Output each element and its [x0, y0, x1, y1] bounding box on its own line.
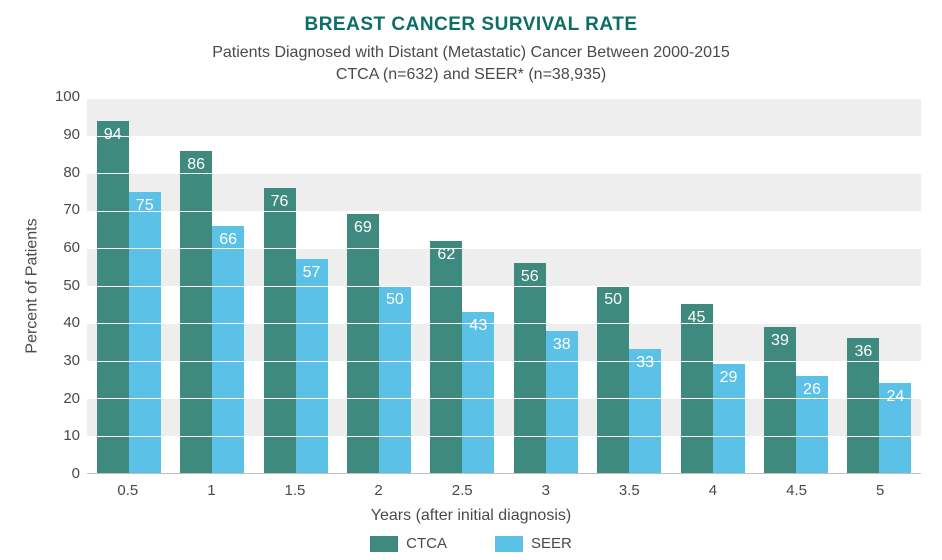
chart-subtitle-line2: CTCA (n=632) and SEER* (n=38,935)	[336, 66, 606, 83]
grid-line	[87, 211, 921, 212]
bar-seer: 43	[462, 312, 494, 473]
y-axis-label: Percent of Patients	[20, 97, 46, 474]
bar-ctca: 56	[514, 263, 546, 473]
x-tick: 1.5	[253, 474, 337, 499]
bar-value-label: 26	[803, 381, 821, 399]
bar-ctca: 50	[597, 286, 629, 473]
bar-ctca: 76	[264, 188, 296, 473]
bar-seer: 33	[629, 349, 661, 473]
bar-value-label: 45	[688, 309, 706, 327]
bar-ctca: 69	[347, 214, 379, 473]
bar-seer: 26	[796, 376, 828, 473]
bar-value-label: 29	[720, 369, 738, 387]
grid-line	[87, 173, 921, 174]
bar-value-label: 76	[271, 193, 289, 211]
x-axis-label: Years (after initial diagnosis)	[20, 507, 922, 525]
bar-value-label: 50	[604, 291, 622, 309]
bar-seer: 29	[713, 364, 745, 473]
x-tick: 4.5	[755, 474, 839, 499]
x-tick: 1	[170, 474, 254, 499]
bar-value-label: 38	[553, 336, 571, 354]
bar-seer: 75	[129, 192, 161, 473]
bar-value-label: 33	[636, 354, 654, 372]
x-tick: 3	[504, 474, 588, 499]
bar-value-label: 66	[219, 231, 237, 249]
legend-label: CTCA	[406, 535, 447, 552]
survival-rate-chart: BREAST CANCER SURVIVAL RATE Patients Dia…	[0, 0, 942, 560]
bar-value-label: 69	[354, 219, 372, 237]
x-tick: 2.5	[420, 474, 504, 499]
bar-ctca: 39	[764, 327, 796, 473]
bar-value-label: 36	[854, 343, 872, 361]
chart-subtitle: Patients Diagnosed with Distant (Metasta…	[20, 42, 922, 85]
plot-area: 9475866676576950624356385033452939263624	[86, 97, 922, 474]
grid-line	[87, 436, 921, 437]
chart-subtitle-line1: Patients Diagnosed with Distant (Metasta…	[212, 44, 730, 61]
bar-value-label: 56	[521, 268, 539, 286]
y-axis-ticks: 1009080706050403020100	[46, 97, 86, 474]
bar-value-label: 39	[771, 332, 789, 350]
legend-swatch	[370, 536, 398, 552]
x-tick: 3.5	[588, 474, 672, 499]
x-tick: 4	[671, 474, 755, 499]
grid-line	[87, 361, 921, 362]
x-tick: 5	[838, 474, 922, 499]
grid-line	[87, 473, 921, 474]
bar-ctca: 45	[681, 304, 713, 473]
bar-value-label: 57	[303, 264, 321, 282]
x-tick: 0.5	[86, 474, 170, 499]
legend: CTCA SEER	[20, 535, 922, 552]
chart-title: BREAST CANCER SURVIVAL RATE	[20, 14, 922, 36]
bar-value-label: 50	[386, 291, 404, 309]
plot-row: Percent of Patients 10090807060504030201…	[20, 97, 922, 474]
grid-line	[87, 398, 921, 399]
bar-ctca: 36	[847, 338, 879, 473]
grid-line	[87, 136, 921, 137]
bar-seer: 50	[379, 286, 411, 473]
bar-ctca: 86	[180, 151, 212, 473]
legend-item-seer: SEER	[495, 535, 572, 552]
bar-seer: 24	[879, 383, 911, 473]
legend-label: SEER	[531, 535, 572, 552]
legend-item-ctca: CTCA	[370, 535, 447, 552]
bar-value-label: 43	[469, 317, 487, 335]
grid-line	[87, 286, 921, 287]
grid-line	[87, 248, 921, 249]
grid-line	[87, 323, 921, 324]
legend-swatch	[495, 536, 523, 552]
x-axis-ticks: 0.511.522.533.544.55	[86, 474, 922, 499]
bar-seer: 38	[546, 331, 578, 473]
grid-line	[87, 98, 921, 99]
bar-value-label: 86	[187, 156, 205, 174]
bar-value-label: 75	[136, 197, 154, 215]
bar-seer: 57	[296, 259, 328, 473]
bar-ctca: 62	[430, 241, 462, 473]
x-tick: 2	[337, 474, 421, 499]
